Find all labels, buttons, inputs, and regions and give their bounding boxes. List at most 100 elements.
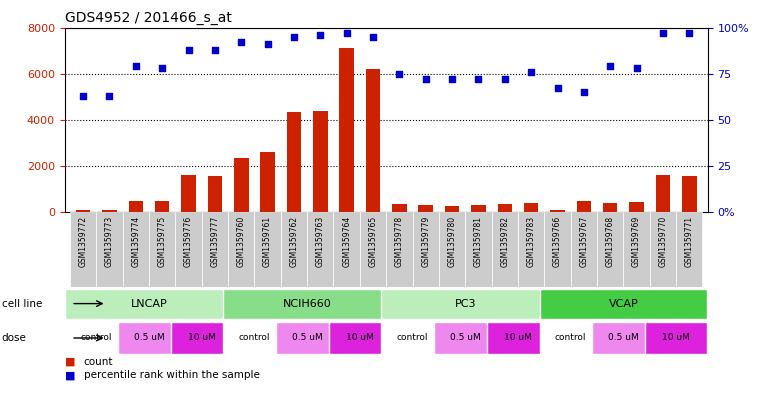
Point xyxy=(630,65,642,71)
Text: 0.5 uM: 0.5 uM xyxy=(450,334,481,342)
Point xyxy=(578,89,590,95)
Point xyxy=(235,39,247,46)
Text: GSM1359765: GSM1359765 xyxy=(368,216,377,267)
Bar xyxy=(629,202,644,212)
Bar xyxy=(181,175,196,212)
Text: GSM1359768: GSM1359768 xyxy=(606,216,615,267)
Text: LNCAP: LNCAP xyxy=(131,299,167,309)
Point xyxy=(393,70,406,77)
Bar xyxy=(381,288,549,319)
Point xyxy=(525,69,537,75)
Text: GSM1359771: GSM1359771 xyxy=(685,216,694,267)
Text: control: control xyxy=(396,334,428,342)
Text: percentile rank within the sample: percentile rank within the sample xyxy=(84,370,260,380)
Bar xyxy=(577,201,591,212)
Bar xyxy=(650,212,676,287)
Bar xyxy=(339,48,354,212)
Text: GSM1359773: GSM1359773 xyxy=(105,216,114,267)
Bar xyxy=(360,212,387,287)
Text: cell line: cell line xyxy=(2,299,42,309)
Bar xyxy=(571,212,597,287)
Text: GSM1359778: GSM1359778 xyxy=(395,216,404,267)
Text: PC3: PC3 xyxy=(454,299,476,309)
Point xyxy=(473,76,485,83)
Point xyxy=(77,93,89,99)
Bar xyxy=(540,288,707,319)
Bar xyxy=(102,210,116,212)
Point xyxy=(552,85,564,92)
Point xyxy=(314,32,326,38)
Text: GSM1359775: GSM1359775 xyxy=(158,216,167,267)
Bar xyxy=(492,212,518,287)
Bar xyxy=(544,212,571,287)
Bar xyxy=(387,212,412,287)
Bar xyxy=(208,176,222,212)
Text: GSM1359780: GSM1359780 xyxy=(447,216,457,267)
Text: 0.5 uM: 0.5 uM xyxy=(134,334,164,342)
Text: ■: ■ xyxy=(65,370,75,380)
Bar xyxy=(419,205,433,212)
Text: count: count xyxy=(84,356,113,367)
Bar xyxy=(287,112,301,212)
Bar xyxy=(518,212,544,287)
Bar xyxy=(645,322,707,354)
Bar xyxy=(223,288,391,319)
Point xyxy=(262,41,274,47)
Point xyxy=(657,30,669,36)
Bar xyxy=(307,212,333,287)
Text: GSM1359776: GSM1359776 xyxy=(184,216,193,267)
Bar xyxy=(260,152,275,212)
Text: 10 uM: 10 uM xyxy=(504,334,532,342)
Point xyxy=(367,33,379,40)
Text: GSM1359777: GSM1359777 xyxy=(210,216,219,267)
Bar xyxy=(682,176,696,212)
Bar xyxy=(118,322,180,354)
Text: GSM1359766: GSM1359766 xyxy=(553,216,562,267)
Point xyxy=(419,76,431,83)
Text: 10 uM: 10 uM xyxy=(346,334,374,342)
Point xyxy=(209,46,221,53)
Bar xyxy=(65,322,127,354)
Bar xyxy=(366,69,380,212)
Bar xyxy=(329,322,391,354)
Text: GSM1359779: GSM1359779 xyxy=(422,216,430,267)
Text: GSM1359774: GSM1359774 xyxy=(132,216,140,267)
Point xyxy=(183,46,195,53)
Point xyxy=(683,30,696,36)
Bar xyxy=(412,212,439,287)
Bar xyxy=(487,322,549,354)
Bar xyxy=(175,212,202,287)
Bar xyxy=(76,210,91,212)
Text: control: control xyxy=(239,334,270,342)
Bar xyxy=(498,204,512,212)
Text: 10 uM: 10 uM xyxy=(188,334,215,342)
Bar xyxy=(623,212,650,287)
Bar xyxy=(149,212,175,287)
Text: 0.5 uM: 0.5 uM xyxy=(608,334,638,342)
Bar xyxy=(603,203,617,212)
Text: GSM1359770: GSM1359770 xyxy=(658,216,667,267)
Bar xyxy=(592,322,654,354)
Bar xyxy=(381,322,444,354)
Point xyxy=(130,63,142,70)
Point xyxy=(156,65,168,71)
Text: control: control xyxy=(81,334,112,342)
Bar xyxy=(70,212,97,287)
Bar xyxy=(228,212,254,287)
Bar xyxy=(435,322,496,354)
Text: VCAP: VCAP xyxy=(609,299,638,309)
Bar xyxy=(656,175,670,212)
Bar xyxy=(170,322,233,354)
Bar xyxy=(439,212,465,287)
Bar xyxy=(65,288,233,319)
Text: GSM1359783: GSM1359783 xyxy=(527,216,536,267)
Text: GSM1359762: GSM1359762 xyxy=(289,216,298,267)
Bar xyxy=(465,212,492,287)
Text: dose: dose xyxy=(2,333,27,343)
Point xyxy=(341,30,353,36)
Text: GSM1359761: GSM1359761 xyxy=(263,216,272,267)
Text: NCIH660: NCIH660 xyxy=(283,299,332,309)
Bar xyxy=(313,111,327,212)
Bar xyxy=(281,212,307,287)
Point xyxy=(498,76,511,83)
